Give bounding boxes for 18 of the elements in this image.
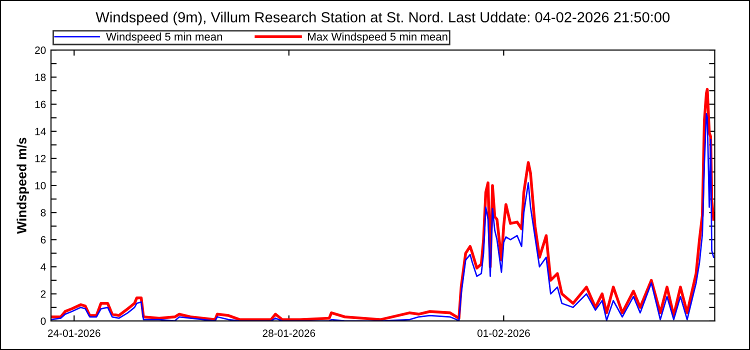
x-tick-label: 24-01-2026 <box>48 330 100 337</box>
x-tick-label: 01-02-2026 <box>477 330 530 337</box>
y-tick-label: 2 <box>40 290 46 298</box>
y-tick-label: 12 <box>35 154 46 162</box>
y-tick-label: 10 <box>35 182 46 190</box>
y-tick-label: 4 <box>40 263 46 271</box>
y-tick-label: 20 <box>35 46 46 54</box>
y-tick-label: 18 <box>35 74 46 82</box>
y-tick-label: 14 <box>35 128 46 136</box>
legend-label: Windspeed 5 min mean <box>106 32 222 43</box>
y-axis-title: Windspeed m/s <box>16 138 29 234</box>
legend-label: Max Windspeed 5 min mean <box>308 32 448 43</box>
y-tick-label: 16 <box>35 100 46 108</box>
y-tick-label: 6 <box>40 236 46 244</box>
y-tick-label: 8 <box>40 209 46 216</box>
x-tick-label: 28-01-2026 <box>262 330 316 337</box>
y-tick-label: 0 <box>40 317 46 325</box>
chart-title: Windspeed (9m), Villum Research Station at St. Nord. Last Uddate: 04-02-2026 21:50:00 <box>96 12 670 26</box>
